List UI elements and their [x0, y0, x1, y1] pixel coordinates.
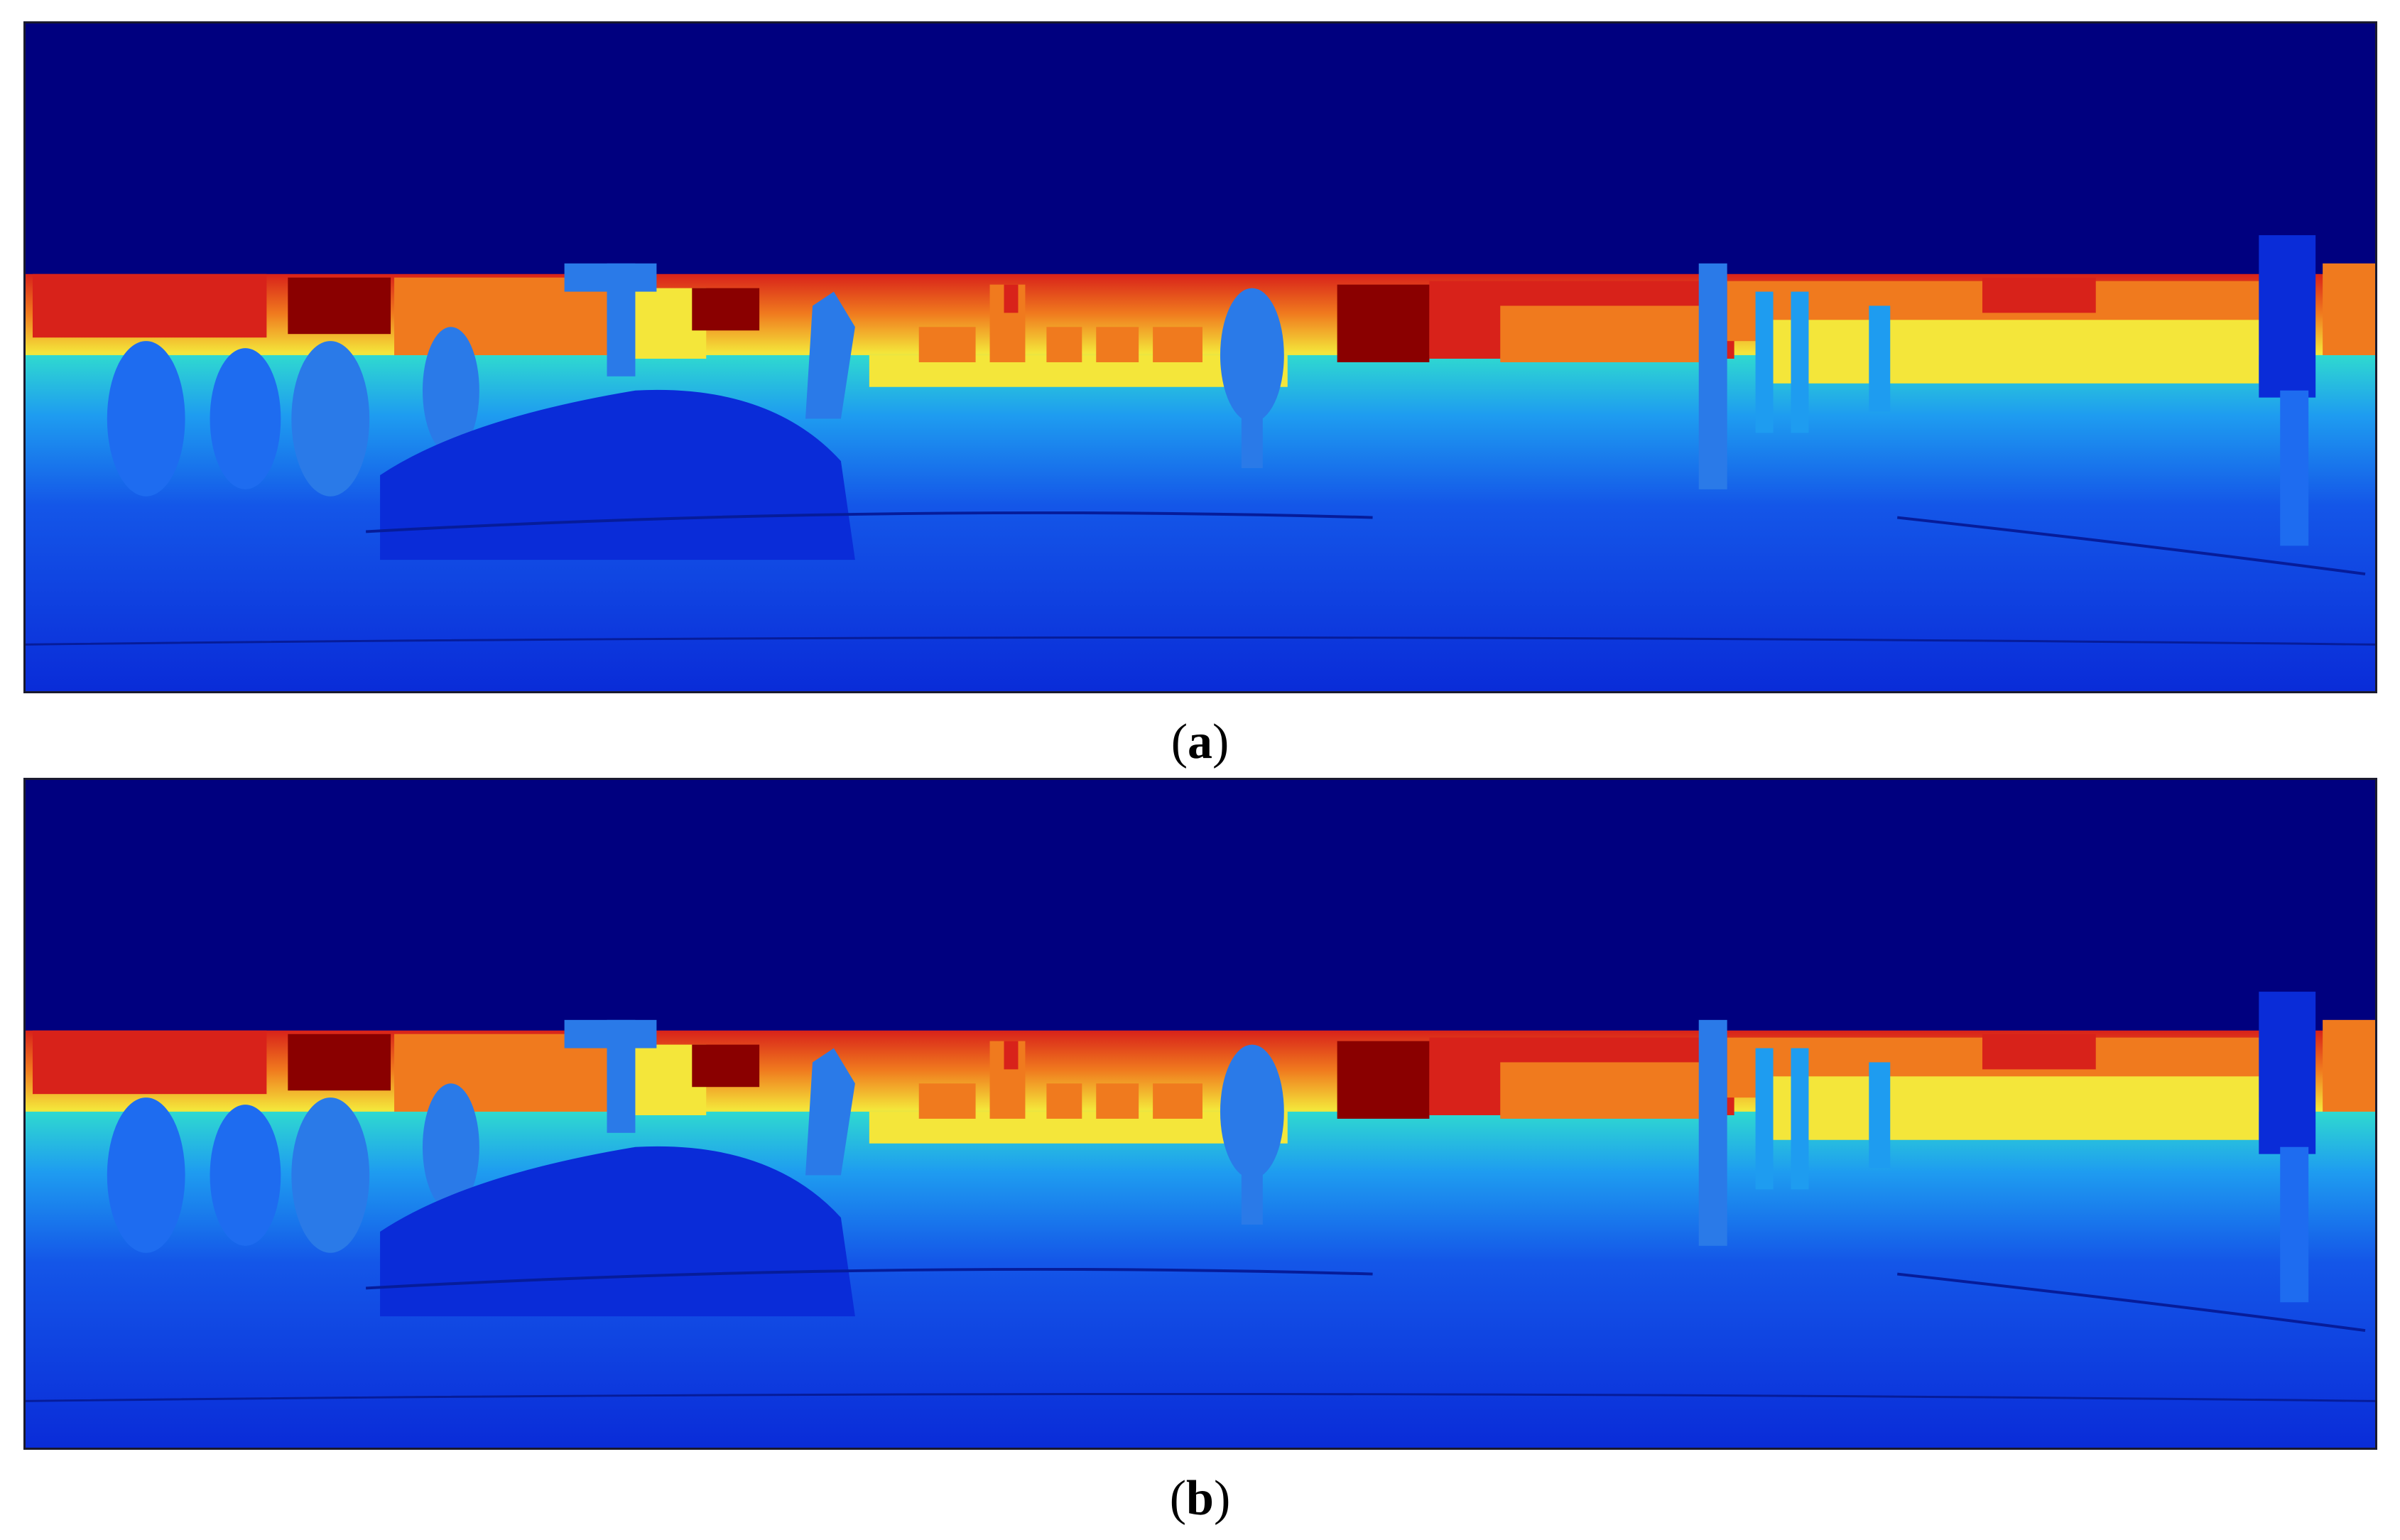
depth-map-panel-b	[23, 778, 2377, 1450]
depth-map-panel-a	[23, 21, 2377, 693]
caption-b: (b)	[1169, 1471, 1231, 1526]
depth-map-image-a	[26, 23, 2375, 691]
depth-map-image-b	[26, 780, 2375, 1448]
caption-a: (a)	[1171, 715, 1229, 769]
